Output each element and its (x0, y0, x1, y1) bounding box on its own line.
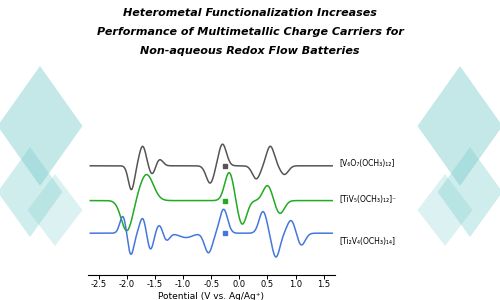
Text: [V₆O₇(OCH₃)₁₂]: [V₆O₇(OCH₃)₁₂] (339, 159, 394, 168)
Text: Non-aqueous Redox Flow Batteries: Non-aqueous Redox Flow Batteries (140, 46, 360, 56)
X-axis label: Potential (V vs. Ag/Ag⁺): Potential (V vs. Ag/Ag⁺) (158, 292, 264, 300)
Text: Heterometal Functionalization Increases: Heterometal Functionalization Increases (123, 8, 377, 17)
Text: [TiV₅(OCH₃)₁₂]⁻: [TiV₅(OCH₃)₁₂]⁻ (339, 195, 396, 204)
Text: Performance of Multimetallic Charge Carriers for: Performance of Multimetallic Charge Carr… (96, 27, 404, 37)
Text: [Ti₂V₄(OCH₃)₁₄]: [Ti₂V₄(OCH₃)₁₄] (339, 236, 395, 245)
